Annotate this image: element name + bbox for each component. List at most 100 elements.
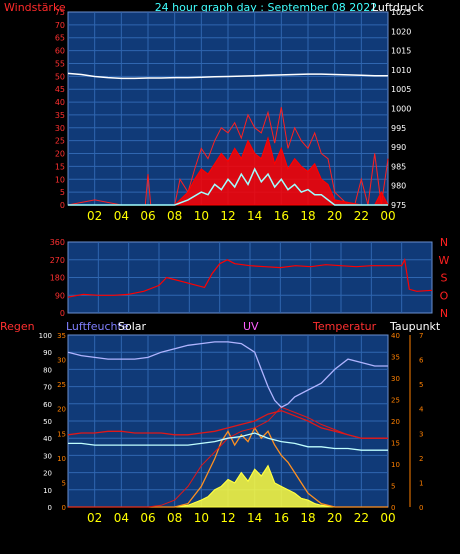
x-tick-label: 22 bbox=[354, 511, 369, 525]
right-axis-tick: 995 bbox=[391, 124, 406, 133]
right-axis-tick: 980 bbox=[391, 182, 406, 191]
left-axis-tick: 75 bbox=[55, 8, 65, 17]
temperature-axis-tick: 35 bbox=[391, 354, 400, 362]
humidity-axis-tick: 30 bbox=[57, 357, 66, 365]
right-axis-tick: 1005 bbox=[391, 85, 411, 94]
header-right-label: Luftdruck bbox=[372, 1, 424, 14]
legend-label: Solar bbox=[118, 320, 147, 333]
x-tick-label: 22 bbox=[354, 209, 369, 223]
series-temperature bbox=[67, 410, 388, 439]
legend-label: Luftfeuchte bbox=[66, 320, 129, 333]
compass-label: O bbox=[440, 289, 449, 302]
rain-axis-tick: 20 bbox=[43, 470, 52, 478]
left-axis-tick: 70 bbox=[55, 21, 65, 30]
rain-axis-tick: 60 bbox=[43, 401, 52, 409]
humidity-axis-tick: 25 bbox=[57, 381, 66, 389]
left-axis-tick: 20 bbox=[55, 150, 65, 159]
x-tick-label: 12 bbox=[220, 209, 235, 223]
direction-axis-tick: 270 bbox=[50, 256, 65, 265]
header-left-label: Windstärke bbox=[4, 1, 66, 14]
humidity-axis-tick: 0 bbox=[62, 504, 66, 512]
left-axis-tick: 40 bbox=[55, 98, 65, 107]
uv-axis-tick: 1 bbox=[419, 479, 423, 487]
x-tick-label: 00 bbox=[380, 511, 395, 525]
left-axis-tick: 35 bbox=[55, 111, 65, 120]
series-wind-average bbox=[68, 167, 388, 206]
left-axis-tick: 60 bbox=[55, 47, 65, 56]
x-tick-label: 06 bbox=[140, 511, 155, 525]
x-tick-label: 04 bbox=[114, 209, 129, 223]
left-axis-tick: 55 bbox=[55, 59, 65, 68]
x-tick-label: 18 bbox=[300, 209, 315, 223]
direction-axis-tick: 0 bbox=[60, 309, 65, 318]
series-pressure bbox=[67, 72, 388, 80]
header-title: 24 hour graph day : September 08 2022 bbox=[155, 1, 378, 14]
left-axis-tick: 30 bbox=[55, 124, 65, 133]
compass-label: S bbox=[441, 272, 448, 285]
x-tick-label: 12 bbox=[220, 511, 235, 525]
right-axis-tick: 990 bbox=[391, 143, 406, 152]
temperature-axis-tick: 30 bbox=[391, 375, 400, 383]
temperature-axis-tick: 5 bbox=[391, 483, 395, 491]
x-tick-label: 08 bbox=[167, 511, 182, 525]
legend-label: Taupunkt bbox=[389, 320, 441, 333]
right-axis-tick: 985 bbox=[391, 162, 406, 171]
x-tick-label: 18 bbox=[300, 511, 315, 525]
direction-axis-tick: 90 bbox=[55, 291, 65, 300]
wind-pressure-chart: 7570656055504540353025201510501025102010… bbox=[55, 8, 412, 223]
legend-label: Regen bbox=[0, 320, 35, 333]
x-tick-label: 02 bbox=[87, 209, 102, 223]
rain-axis-tick: 80 bbox=[43, 366, 52, 374]
direction-axis-tick: 180 bbox=[50, 274, 65, 283]
left-axis-tick: 45 bbox=[55, 85, 65, 94]
series-humidity bbox=[67, 341, 388, 408]
left-axis-tick: 10 bbox=[55, 175, 65, 184]
x-tick-label: 06 bbox=[140, 209, 155, 223]
temperature-axis-tick: 15 bbox=[391, 440, 400, 448]
right-axis-tick: 1010 bbox=[391, 66, 411, 75]
x-tick-label: 16 bbox=[274, 209, 289, 223]
x-tick-label: 10 bbox=[194, 511, 209, 525]
uv-axis-tick: 7 bbox=[419, 332, 423, 340]
compass-label: W bbox=[439, 254, 450, 267]
series-wind bbox=[68, 136, 389, 206]
x-tick-label: 14 bbox=[247, 209, 262, 223]
rain-axis-tick: 0 bbox=[48, 504, 52, 512]
compass-label: N bbox=[440, 236, 448, 249]
x-tick-label: 14 bbox=[247, 511, 262, 525]
temperature-axis-tick: 40 bbox=[391, 332, 400, 340]
rain-axis-tick: 10 bbox=[43, 487, 52, 495]
legend-label: Temperatur bbox=[312, 320, 377, 333]
uv-axis-tick: 3 bbox=[419, 430, 423, 438]
series-dewpoint bbox=[68, 432, 388, 451]
temperature-axis-tick: 20 bbox=[391, 418, 400, 426]
x-tick-label: 08 bbox=[167, 209, 182, 223]
right-axis-tick: 1000 bbox=[391, 105, 411, 114]
x-tick-label: 20 bbox=[327, 209, 342, 223]
temperature-axis-tick: 25 bbox=[391, 397, 400, 405]
uv-axis-tick: 2 bbox=[419, 455, 423, 463]
series-wind-direction bbox=[67, 257, 433, 298]
legend-label: UV bbox=[243, 320, 259, 333]
left-axis-tick: 0 bbox=[60, 201, 65, 210]
uv-axis-tick: 0 bbox=[419, 504, 423, 512]
x-tick-label: 04 bbox=[114, 511, 129, 525]
left-axis-tick: 65 bbox=[55, 34, 65, 43]
right-axis-tick: 1015 bbox=[391, 47, 411, 56]
x-tick-label: 10 bbox=[194, 209, 209, 223]
rain-axis-tick: 100 bbox=[39, 332, 52, 340]
humidity-axis-tick: 5 bbox=[62, 479, 66, 487]
direction-axis-tick: 360 bbox=[50, 238, 65, 247]
right-axis-tick: 975 bbox=[391, 201, 406, 210]
x-tick-label: 20 bbox=[327, 511, 342, 525]
rain-axis-tick: 40 bbox=[43, 435, 52, 443]
compass-label: N bbox=[440, 307, 448, 320]
humidity-axis-tick: 35 bbox=[57, 332, 66, 340]
left-axis-tick: 50 bbox=[55, 72, 65, 81]
right-axis-tick: 1020 bbox=[391, 27, 411, 36]
rain-axis-tick: 50 bbox=[43, 418, 52, 426]
